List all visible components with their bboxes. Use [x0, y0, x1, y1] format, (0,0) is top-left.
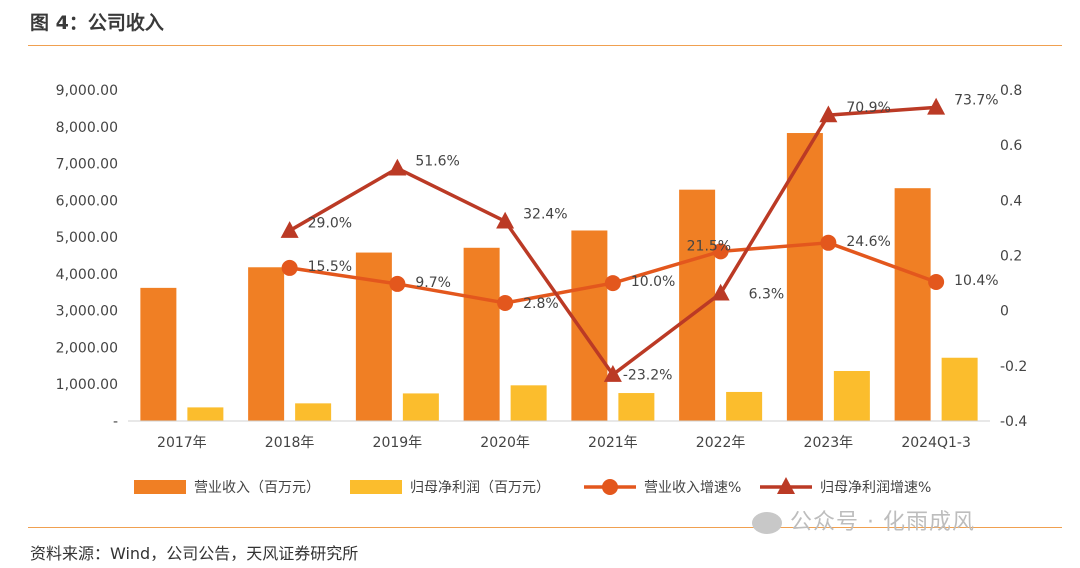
right-tick-label: 0	[1000, 304, 1009, 320]
bars	[140, 133, 978, 421]
x-tick-label: 2023年	[804, 435, 854, 451]
legend-label: 归母净利润增速%	[820, 479, 931, 496]
footer-rule	[28, 527, 1062, 528]
x-tick-label: 2020年	[480, 435, 530, 451]
profit-growth-label: 51.6%	[415, 153, 459, 169]
legend-swatch	[350, 480, 402, 494]
left-tick-label: 8,000.00	[56, 120, 118, 136]
growth-data-labels: 15.5% 9.7% 2.8% 10.0% 21.5% 24.6% 10.4% 29.0% 51…	[308, 92, 999, 383]
revenue-growth-point	[281, 259, 298, 276]
left-tick-label: 7,000.00	[56, 157, 118, 173]
header-rule	[28, 45, 1062, 46]
profit-growth-label: -23.2%	[623, 368, 673, 384]
profit-growth-label: 73.7%	[954, 92, 998, 108]
legend-label: 归母净利润（百万元）	[410, 479, 550, 496]
legend-label: 营业收入增速%	[644, 480, 741, 496]
legend-marker	[777, 477, 795, 494]
profit-growth-point	[711, 283, 730, 301]
revenue-growth-label: 24.6%	[846, 234, 890, 250]
source-note: 资料来源：Wind，公司公告，天风证券研究所	[30, 544, 359, 563]
revenue-bar	[140, 287, 177, 421]
profit-bar	[295, 403, 332, 421]
revenue-growth-point	[820, 234, 837, 251]
figure-title: 图 4：公司收入	[30, 12, 164, 34]
profit-growth-point	[819, 105, 838, 123]
left-tick-label: 5,000.00	[56, 230, 118, 246]
revenue-growth-point	[712, 243, 729, 260]
legend-label: 营业收入（百万元）	[194, 480, 320, 496]
revenue-growth-label: 10.0%	[631, 274, 675, 290]
revenue-growth-point	[928, 273, 945, 290]
revenue-bar	[248, 267, 285, 421]
profit-growth-label: 6.3%	[749, 286, 785, 302]
left-tick-label: 1,000.00	[56, 377, 118, 393]
wechat-icon	[752, 512, 782, 534]
profit-bar	[833, 370, 870, 421]
right-tick-label: -0.2	[1000, 359, 1027, 375]
growth-lines	[280, 97, 946, 382]
legend-swatch	[134, 480, 186, 494]
profit-growth-label: 70.9%	[846, 100, 890, 116]
left-tick-label: 2,000.00	[56, 340, 118, 356]
revenue-growth-label: 2.8%	[523, 296, 559, 312]
right-tick-label: 0.2	[1000, 249, 1022, 265]
right-tick-label: -0.4	[1000, 414, 1027, 430]
watermark-text: 公众号 · 化雨成风	[790, 510, 975, 535]
left-tick-label: 3,000.00	[56, 304, 118, 320]
profit-bar	[726, 391, 763, 421]
revenue-growth-label: 9.7%	[415, 275, 451, 291]
right-tick-label: 0.8	[1000, 83, 1022, 99]
profit-growth-point	[603, 365, 622, 382]
left-tick-label: 4,000.00	[56, 267, 118, 283]
revenue-growth-point	[604, 275, 621, 292]
legend: 营业收入（百万元） 归母净利润（百万元） 营业收入增速% 归母净利润增速%	[134, 477, 931, 496]
profit-bar	[941, 357, 978, 421]
watermark: 公众号 · 化雨成风	[752, 504, 975, 536]
profit-growth-label: 32.4%	[523, 206, 567, 222]
right-axis-ticks: -0.4 -0.2 0 0.2 0.4 0.6 0.8	[1000, 83, 1027, 430]
revenue-growth-label: 10.4%	[954, 273, 998, 289]
profit-growth-label: 29.0%	[308, 216, 352, 232]
revenue-bar	[894, 188, 931, 421]
profit-growth-point	[927, 97, 946, 115]
profit-bar	[402, 393, 439, 421]
profit-growth-point	[388, 158, 407, 176]
revenue-bar	[679, 189, 716, 421]
revenue-growth-point	[497, 294, 514, 311]
x-tick-label: 2022年	[696, 435, 746, 451]
profit-bar	[510, 385, 547, 421]
x-tick-label: 2021年	[588, 435, 638, 451]
x-tick-label: 2019年	[373, 435, 423, 451]
left-axis-ticks: - 1,000.00 2,000.00 3,000.00 4,000.00 5,000.0…	[56, 83, 118, 430]
revenue-growth-label: 21.5%	[687, 238, 731, 254]
legend-marker	[602, 479, 618, 495]
profit-growth-point	[280, 221, 299, 238]
revenue-bar	[463, 247, 500, 421]
revenue-bar	[786, 133, 823, 421]
profit-growth-point	[496, 211, 515, 229]
left-tick-label: 6,000.00	[56, 193, 118, 209]
left-tick-label: 9,000.00	[56, 83, 118, 99]
revenue-growth-point	[389, 275, 406, 292]
x-axis-labels: 2017年 2018年 2019年 2020年 2021年 2022年 2023年 2024Q…	[157, 435, 971, 451]
x-tick-label: 2024Q1-3	[901, 435, 971, 451]
profit-bar	[187, 407, 224, 421]
revenue-growth-label: 15.5%	[308, 259, 352, 275]
x-tick-label: 2017年	[157, 435, 207, 451]
x-tick-label: 2018年	[265, 435, 315, 451]
right-tick-label: 0.6	[1000, 138, 1022, 154]
left-tick-label: -	[113, 414, 118, 430]
profit-bar	[618, 393, 655, 421]
right-tick-label: 0.4	[1000, 193, 1022, 209]
